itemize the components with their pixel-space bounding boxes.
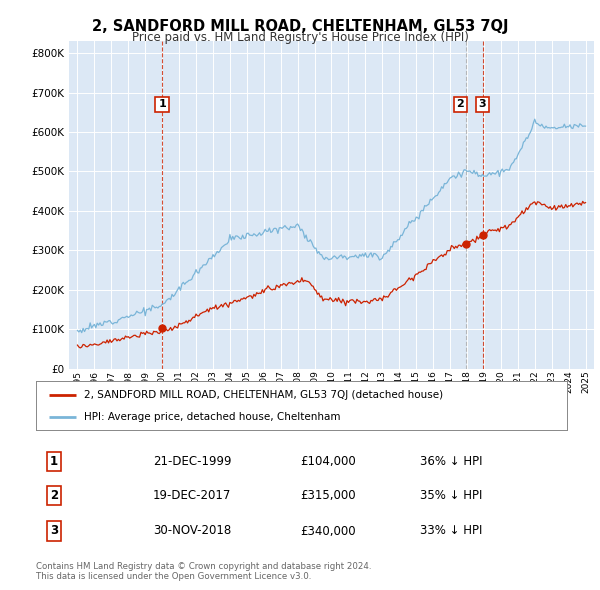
Text: 2, SANDFORD MILL ROAD, CHELTENHAM, GL53 7QJ (detached house): 2, SANDFORD MILL ROAD, CHELTENHAM, GL53 … xyxy=(84,389,443,399)
Text: 21-DEC-1999: 21-DEC-1999 xyxy=(153,455,232,468)
Text: 2: 2 xyxy=(50,489,58,502)
Text: This data is licensed under the Open Government Licence v3.0.: This data is licensed under the Open Gov… xyxy=(36,572,311,581)
Text: 35% ↓ HPI: 35% ↓ HPI xyxy=(420,489,482,502)
Text: £104,000: £104,000 xyxy=(300,455,356,468)
Text: 1: 1 xyxy=(158,100,166,109)
Text: 36% ↓ HPI: 36% ↓ HPI xyxy=(420,455,482,468)
Text: Price paid vs. HM Land Registry's House Price Index (HPI): Price paid vs. HM Land Registry's House … xyxy=(131,31,469,44)
Text: 33% ↓ HPI: 33% ↓ HPI xyxy=(420,525,482,537)
Text: HPI: Average price, detached house, Cheltenham: HPI: Average price, detached house, Chel… xyxy=(84,412,340,422)
Text: 3: 3 xyxy=(50,525,58,537)
Text: 1: 1 xyxy=(50,455,58,468)
Text: £315,000: £315,000 xyxy=(300,489,356,502)
Text: 19-DEC-2017: 19-DEC-2017 xyxy=(153,489,232,502)
Text: £340,000: £340,000 xyxy=(300,525,356,537)
Text: 30-NOV-2018: 30-NOV-2018 xyxy=(153,525,231,537)
Text: 2: 2 xyxy=(457,100,464,109)
Text: 2, SANDFORD MILL ROAD, CHELTENHAM, GL53 7QJ: 2, SANDFORD MILL ROAD, CHELTENHAM, GL53 … xyxy=(92,19,508,34)
Text: 3: 3 xyxy=(478,100,486,109)
Text: Contains HM Land Registry data © Crown copyright and database right 2024.: Contains HM Land Registry data © Crown c… xyxy=(36,562,371,571)
